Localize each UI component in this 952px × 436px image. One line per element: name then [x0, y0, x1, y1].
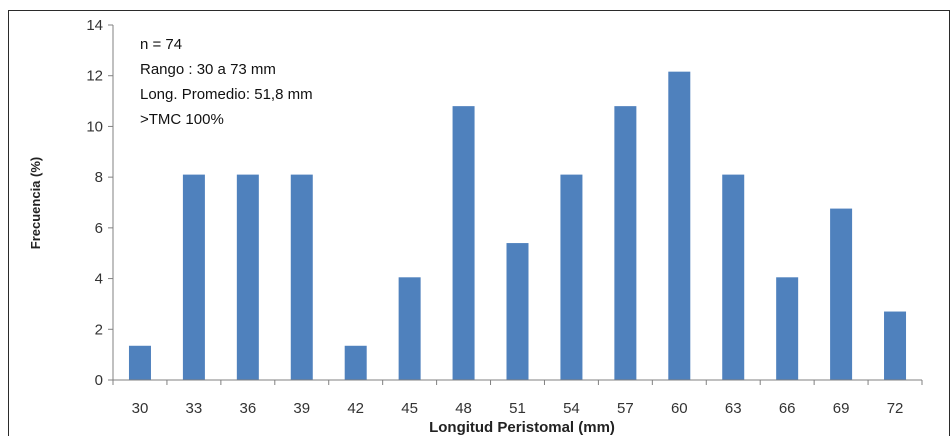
bars: 30 33 36 39 42 45 48 51 54 57 60 63 66 69 72	[128, 71, 907, 417]
annotation-range: Rango : 30 a 73 mm	[140, 61, 276, 78]
y-tick-label: 6	[95, 220, 103, 237]
x-tick-label: 30	[132, 400, 149, 417]
bar-51	[506, 243, 529, 380]
y-tick-label: 2	[95, 321, 103, 338]
y-axis-title: Frecuencia (%)	[28, 157, 43, 249]
bar-36	[236, 174, 259, 380]
bar-69	[830, 208, 853, 380]
y-tick-label: 12	[86, 68, 103, 85]
x-tick-label: 33	[186, 400, 203, 417]
y-tick-label: 0	[95, 372, 103, 389]
bar-45	[398, 277, 421, 380]
annotation-mean-length: Long. Promedio: 51,8 mm	[140, 86, 313, 103]
x-tick-label: 39	[293, 400, 310, 417]
bar-33	[182, 174, 205, 380]
x-axis-title: Longitud Peristomal (mm)	[429, 419, 615, 436]
x-tick-label: 72	[887, 400, 904, 417]
bar-48	[452, 106, 475, 381]
x-tick-label: 48	[455, 400, 472, 417]
bar-60	[668, 71, 691, 381]
x-tick-label: 60	[671, 400, 688, 417]
chart-frame	[8, 10, 950, 436]
bar-42	[344, 345, 367, 380]
annotation-tmc: >TMC 100%	[140, 111, 224, 128]
y-tick-label: 8	[95, 169, 103, 186]
y-tick-label: 4	[95, 271, 103, 288]
annotation-block: n = 74 Rango : 30 a 73 mm Long. Promedio…	[140, 36, 313, 128]
y-tick-label: 10	[86, 118, 103, 135]
axes: 0 2 4 6 8 10 12 14	[86, 17, 923, 389]
x-tick-label: 63	[725, 400, 742, 417]
x-tick-label: 66	[779, 400, 796, 417]
bar-54	[560, 174, 583, 380]
x-tick-label: 57	[617, 400, 634, 417]
bar-63	[722, 174, 745, 380]
y-tick-label: 14	[86, 17, 103, 34]
bar-30	[128, 345, 151, 380]
x-tick-label: 45	[401, 400, 418, 417]
bar-66	[776, 277, 799, 380]
annotation-sample-size: n = 74	[140, 36, 182, 53]
bar-72	[884, 311, 907, 380]
bar-57	[614, 106, 637, 381]
x-tick-label: 51	[509, 400, 526, 417]
bar-39	[290, 174, 313, 380]
x-tick-label: 54	[563, 400, 580, 417]
x-tick-label: 69	[833, 400, 850, 417]
x-tick-label: 42	[347, 400, 364, 417]
x-tick-label: 36	[239, 400, 256, 417]
